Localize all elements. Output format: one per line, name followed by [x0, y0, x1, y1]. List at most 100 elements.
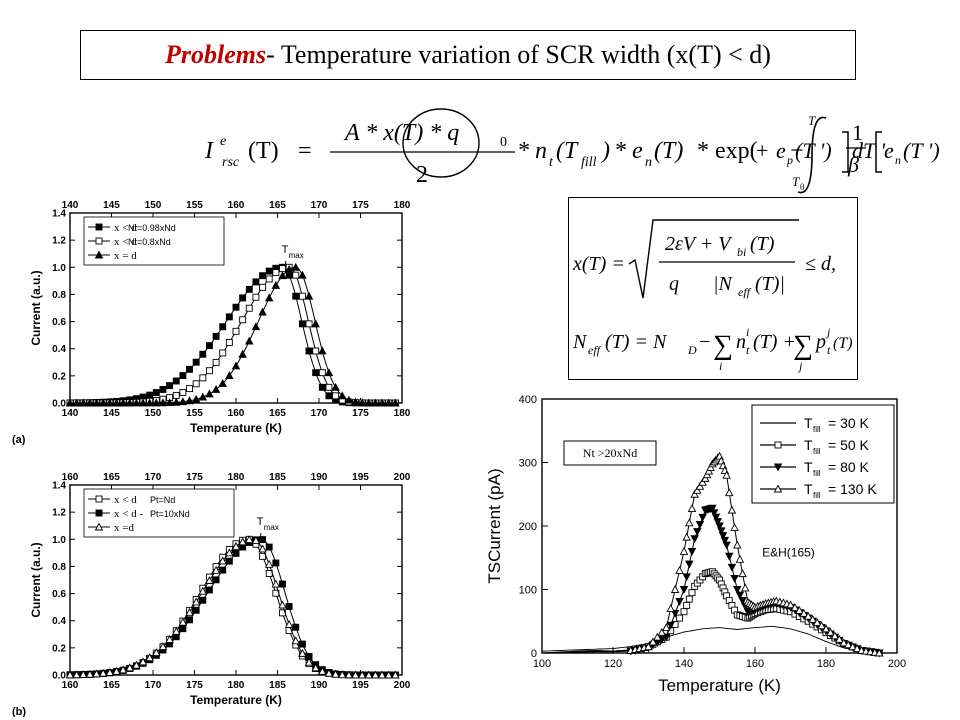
data-point	[112, 398, 121, 407]
tmax-label: T	[282, 244, 289, 256]
eq-bracket-ep: e	[776, 138, 786, 163]
data-point	[259, 552, 267, 560]
data-point	[279, 265, 286, 273]
x-tick-label-top: 155	[186, 200, 203, 211]
data-point	[152, 398, 161, 407]
data-point	[384, 398, 393, 407]
box-l1-lhs: x(T) =	[572, 253, 625, 275]
x-tick-label-top: 140	[62, 200, 79, 211]
data-point	[852, 644, 862, 653]
eq-e-sub: n	[645, 155, 652, 170]
data-point	[351, 670, 360, 679]
data-point	[218, 556, 227, 565]
box-l2-sum2-arg: (T)	[833, 335, 853, 352]
data-point	[298, 648, 307, 657]
data-point	[298, 292, 306, 300]
data-point	[730, 523, 739, 532]
data-point	[351, 397, 360, 406]
x-tick-label: 175	[186, 680, 203, 691]
eq-int-lower-sub: 0	[800, 182, 805, 192]
data-point	[657, 627, 667, 636]
data-point	[245, 304, 253, 312]
legend-marker	[95, 495, 103, 503]
data-point	[715, 522, 724, 531]
data-point	[725, 552, 734, 561]
data-point	[238, 537, 247, 546]
main-equation: I e rsc (T) = A * x(T) * q 0 2 * n t (T …	[204, 108, 827, 194]
x-tick-label: 100	[533, 658, 551, 670]
data-point	[690, 535, 699, 544]
y-tick-label: 400	[519, 394, 537, 406]
eq-lhs-arg: (T)	[248, 138, 279, 164]
data-point	[786, 600, 795, 609]
data-point	[212, 358, 220, 366]
data-point	[191, 394, 201, 403]
eq-n-arg-close: )	[600, 138, 610, 164]
box-l1-den-right: |N	[713, 273, 733, 295]
eq-bracket-left	[875, 131, 882, 173]
box-l2-sum-i: i	[719, 359, 722, 373]
data-point	[146, 391, 154, 399]
data-point	[371, 670, 380, 679]
x-tick-label: 165	[269, 408, 286, 419]
data-point	[364, 670, 374, 679]
box-l2-lhs-arg: (T) = N	[605, 331, 668, 353]
legend-name: x < d -	[114, 508, 143, 520]
data-point	[265, 543, 273, 551]
legend-note: Pt=10xNd	[150, 509, 190, 519]
data-point	[198, 586, 208, 595]
data-point	[683, 601, 691, 609]
data-point	[685, 560, 694, 569]
data-point	[199, 596, 207, 604]
legend-value: = 30 K	[828, 415, 870, 431]
data-point	[803, 611, 813, 620]
data-point	[212, 576, 220, 584]
eq-minus: −	[790, 138, 804, 164]
x-axis-label: Temperature (K)	[190, 693, 282, 707]
data-point	[717, 527, 726, 536]
data-point	[219, 323, 227, 331]
legend-name: T	[804, 459, 813, 475]
data-point	[670, 585, 680, 593]
eq-mult2: * e	[614, 138, 643, 164]
data-point	[318, 666, 327, 675]
y-tick-label: 1.4	[52, 481, 66, 492]
data-point	[718, 532, 728, 540]
data-point	[735, 591, 745, 600]
data-point	[799, 608, 809, 617]
data-point	[727, 563, 737, 572]
x-tick-label-top: 195	[352, 472, 369, 483]
data-point	[318, 383, 326, 391]
data-point	[812, 618, 822, 626]
legend-marker	[95, 223, 103, 231]
x-tick-label: 160	[228, 408, 245, 419]
data-point	[225, 548, 234, 557]
tmax-sub: max	[264, 523, 279, 532]
box-l2-nd-sub: D	[687, 343, 697, 357]
scr-width-equations-svg: x(T) = 2εV + V bi (T) q |N eff (T)| ≤ d,…	[572, 219, 853, 373]
data-point	[225, 339, 233, 346]
inset-note: Nt >20xNd	[563, 440, 657, 466]
data-point	[232, 549, 240, 557]
chart-a: 140 140 145 145 150 150 155 155 160 160 165 165 170 1…	[12, 200, 410, 445]
data-point	[738, 597, 747, 606]
eq-highlight-circle	[402, 108, 480, 178]
data-point	[344, 670, 354, 679]
data-point	[166, 382, 174, 390]
data-point	[172, 377, 180, 385]
box-l1-den-left: q	[669, 273, 679, 295]
y-tick-label: 0.0	[52, 671, 66, 682]
data-point	[725, 488, 734, 497]
x-tick-label-top: 175	[186, 472, 203, 483]
data-point	[152, 648, 161, 657]
data-point	[251, 322, 261, 331]
data-point	[848, 642, 857, 651]
tmax-sub: max	[289, 251, 304, 260]
legend-sub: fill	[813, 469, 821, 478]
data-point	[118, 398, 128, 407]
data-point	[713, 518, 722, 527]
data-point	[675, 597, 684, 606]
legend-marker	[94, 522, 104, 531]
data-point	[291, 636, 301, 645]
